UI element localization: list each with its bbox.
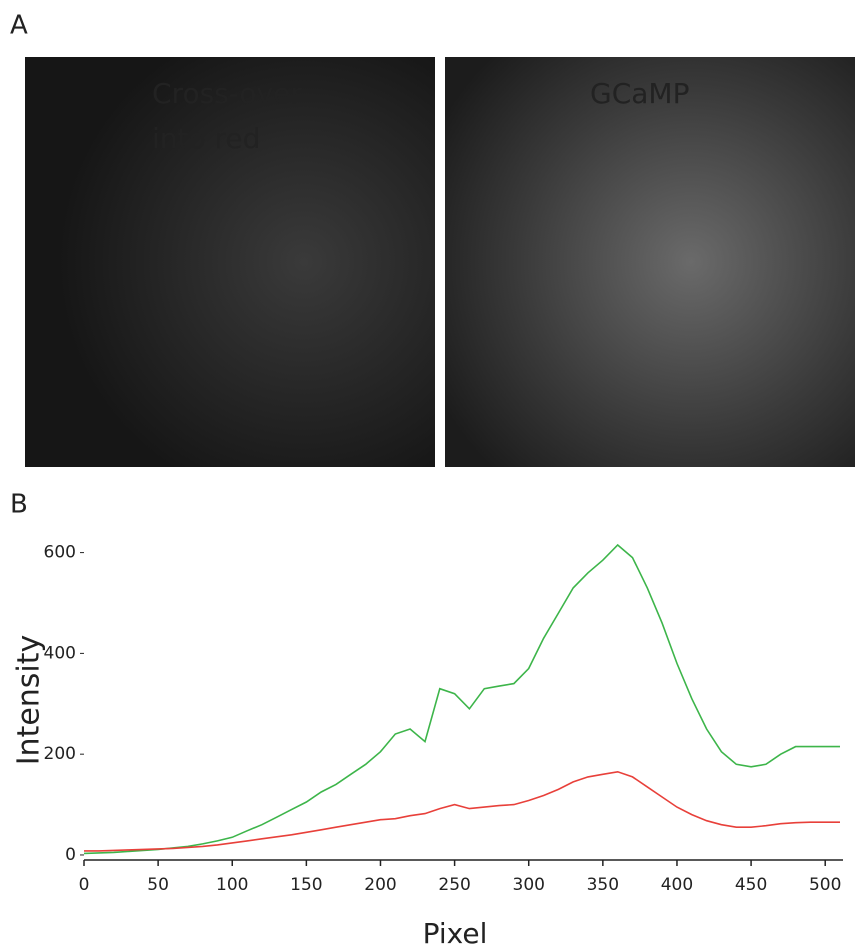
x-tick-label: 0 [79,875,90,895]
image-label: into red [152,122,260,155]
x-tick-label: 100 [216,875,248,895]
micrograph [25,57,435,467]
x-tick-label: 300 [513,875,545,895]
y-tick-label: 600 [44,543,76,563]
data-line [84,770,840,852]
x-tick-label: 450 [735,875,767,895]
image-label: GCaMP [590,77,689,110]
y-tick-label: 200 [44,744,76,764]
y-tick-label: 400 [44,643,76,663]
x-tick-label: 200 [364,875,396,895]
x-tick-label: 350 [587,875,619,895]
x-tick-label: 400 [661,875,693,895]
data-line [83,543,840,855]
x-tick-label: 250 [438,875,470,895]
x-axis-title: Pixel [423,917,488,950]
y-axis-title: Intensity [12,635,47,766]
x-tick-label: 50 [147,875,169,895]
panel-label: A [10,11,28,41]
image-label: Cross-over [152,77,302,110]
panel-label: B [10,490,28,520]
x-tick-label: 500 [809,875,841,895]
y-tick-label: 0 [65,845,76,865]
x-tick-label: 150 [290,875,322,895]
micrograph [445,57,855,467]
